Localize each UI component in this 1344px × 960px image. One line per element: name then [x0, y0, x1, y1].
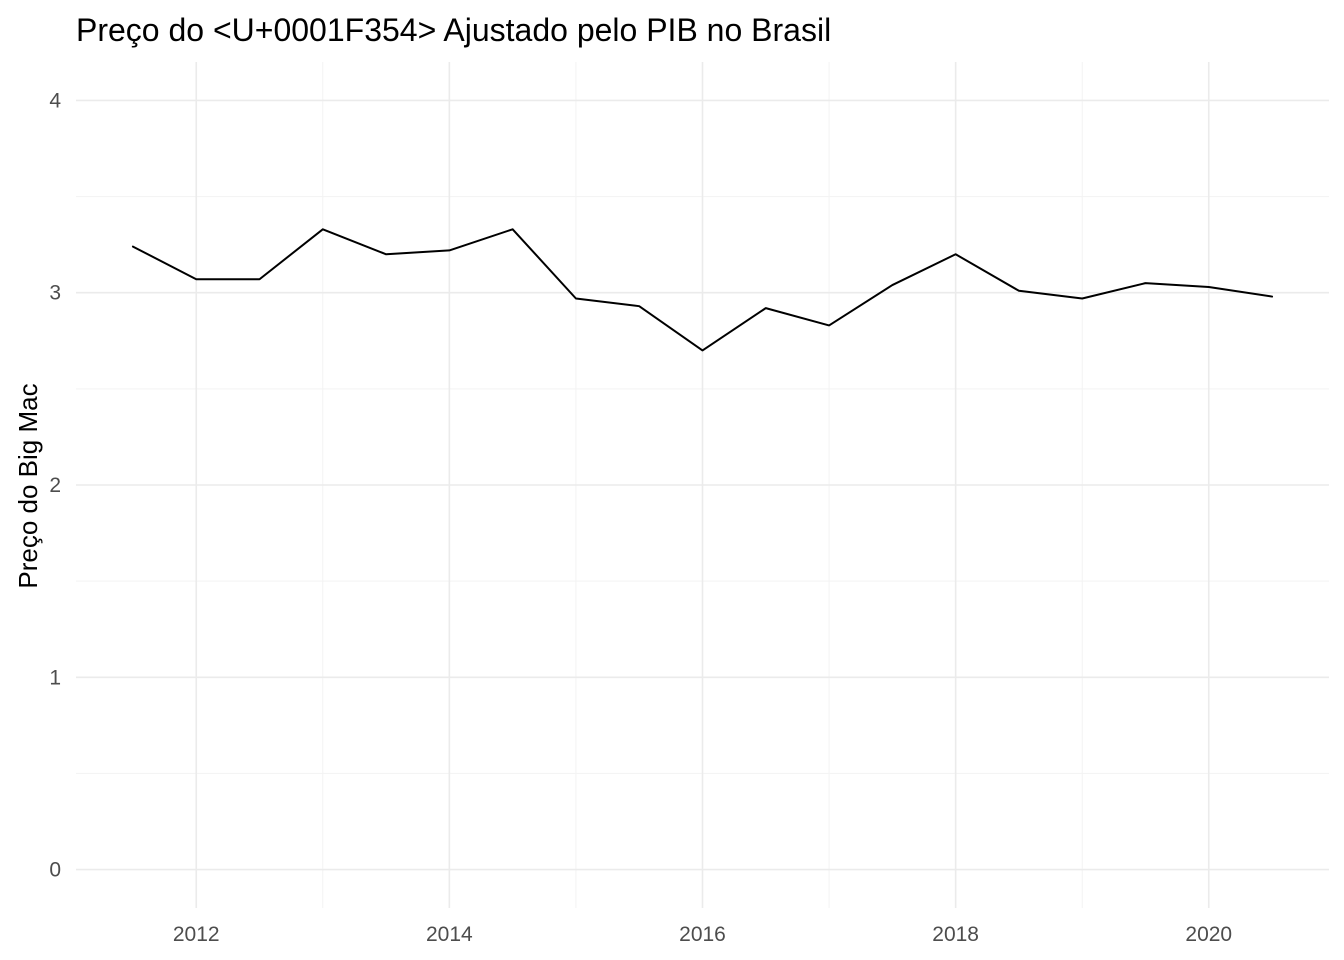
series-layer [131, 228, 1274, 352]
y-axis-tick-labels: 0 1 2 3 4 [49, 89, 61, 881]
x-tick-label: 2014 [426, 923, 473, 946]
x-tick-label: 2016 [679, 923, 726, 946]
grid-lines [76, 62, 1329, 908]
x-axis-tick-labels: 2012 2014 2016 2018 2020 [173, 923, 1232, 946]
y-tick-label: 0 [49, 859, 61, 882]
y-tick-label: 3 [49, 282, 61, 305]
y-tick-label: 4 [49, 89, 61, 112]
y-tick-label: 1 [49, 666, 61, 689]
series-line [131, 228, 1274, 352]
y-axis-title: Preço do Big Mac [13, 383, 43, 588]
y-tick-label: 2 [49, 474, 61, 497]
x-tick-label: 2020 [1185, 923, 1232, 946]
x-tick-label: 2012 [173, 923, 220, 946]
chart-title: Preço do <U+0001F354> Ajustado pelo PIB … [76, 12, 831, 48]
x-tick-label: 2018 [932, 923, 979, 946]
